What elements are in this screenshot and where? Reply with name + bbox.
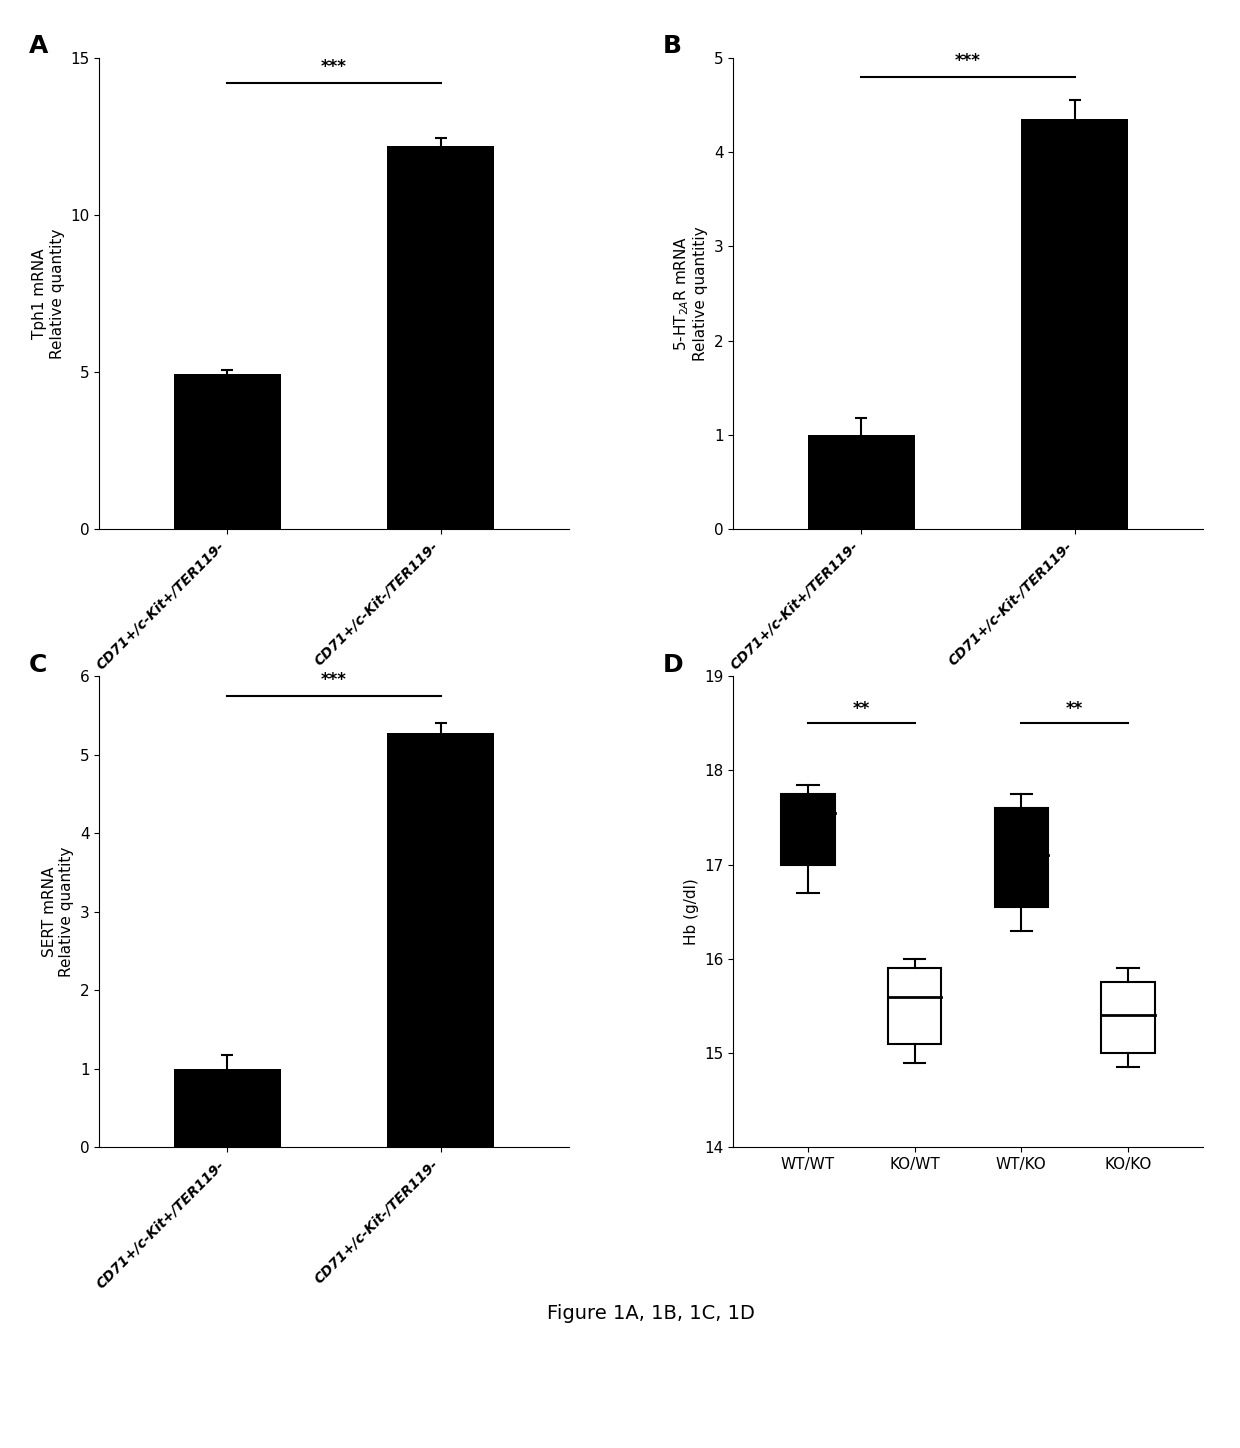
Text: Figure 1A, 1B, 1C, 1D: Figure 1A, 1B, 1C, 1D xyxy=(547,1303,755,1323)
Bar xyxy=(781,794,835,864)
Bar xyxy=(888,969,941,1044)
Text: A: A xyxy=(29,35,48,58)
Text: D: D xyxy=(662,653,683,676)
Bar xyxy=(1101,983,1154,1053)
Bar xyxy=(808,434,915,529)
Text: C: C xyxy=(29,653,47,676)
Y-axis label: SERT mRNA
Relative quantity: SERT mRNA Relative quantity xyxy=(42,847,74,977)
Text: B: B xyxy=(662,35,682,58)
Y-axis label: Hb (g/dl): Hb (g/dl) xyxy=(683,879,698,946)
Text: ***: *** xyxy=(321,58,347,75)
Text: **: ** xyxy=(853,699,870,718)
Text: ***: *** xyxy=(321,670,347,689)
Y-axis label: 5-HT$_{2A}$R mRNA
Relative quantitiy: 5-HT$_{2A}$R mRNA Relative quantitiy xyxy=(672,226,708,361)
Bar xyxy=(174,1069,280,1147)
Text: ***: *** xyxy=(955,52,981,70)
Bar xyxy=(1022,119,1128,529)
Bar xyxy=(387,146,494,529)
Y-axis label: Tph1 mRNA
Relative quantity: Tph1 mRNA Relative quantity xyxy=(32,229,64,359)
Bar xyxy=(387,733,494,1147)
Bar xyxy=(994,808,1048,906)
Text: **: ** xyxy=(1066,699,1084,718)
Bar xyxy=(174,374,280,529)
